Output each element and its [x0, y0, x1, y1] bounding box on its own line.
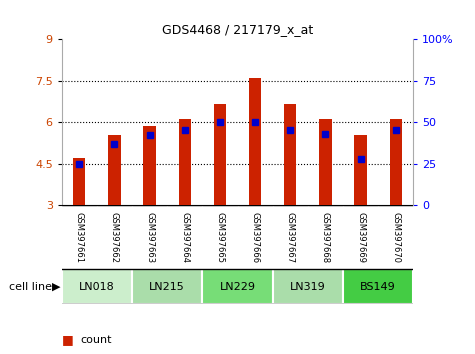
Text: LN229: LN229	[219, 282, 256, 292]
Bar	[284, 104, 296, 205]
Text: LN319: LN319	[290, 282, 326, 292]
Title: GDS4468 / 217179_x_at: GDS4468 / 217179_x_at	[162, 23, 313, 36]
Text: cell line: cell line	[9, 282, 52, 292]
Bar	[343, 269, 413, 304]
Text: LN018: LN018	[79, 282, 115, 292]
Text: ■: ■	[62, 333, 74, 346]
Bar	[390, 119, 402, 205]
Bar	[179, 119, 191, 205]
Bar	[354, 135, 367, 205]
Bar	[273, 269, 343, 304]
Text: count: count	[81, 335, 112, 345]
Bar	[214, 104, 226, 205]
Bar	[249, 78, 261, 205]
Bar	[202, 269, 273, 304]
Bar	[143, 126, 156, 205]
Text: GSM397664: GSM397664	[180, 212, 189, 263]
Text: BS149: BS149	[360, 282, 396, 292]
Text: GSM397670: GSM397670	[391, 212, 400, 263]
Text: GSM397663: GSM397663	[145, 212, 154, 263]
Text: GSM397661: GSM397661	[75, 212, 84, 263]
Bar	[132, 269, 202, 304]
Bar	[108, 135, 121, 205]
Text: GSM397667: GSM397667	[286, 212, 294, 263]
Text: GSM397662: GSM397662	[110, 212, 119, 263]
Text: LN215: LN215	[149, 282, 185, 292]
Bar	[62, 269, 132, 304]
Bar	[319, 119, 332, 205]
Text: GSM397668: GSM397668	[321, 212, 330, 263]
Text: GSM397666: GSM397666	[251, 212, 259, 263]
Text: ▶: ▶	[52, 282, 60, 292]
Text: GSM397669: GSM397669	[356, 212, 365, 263]
Text: GSM397665: GSM397665	[216, 212, 224, 263]
Bar	[73, 158, 86, 205]
